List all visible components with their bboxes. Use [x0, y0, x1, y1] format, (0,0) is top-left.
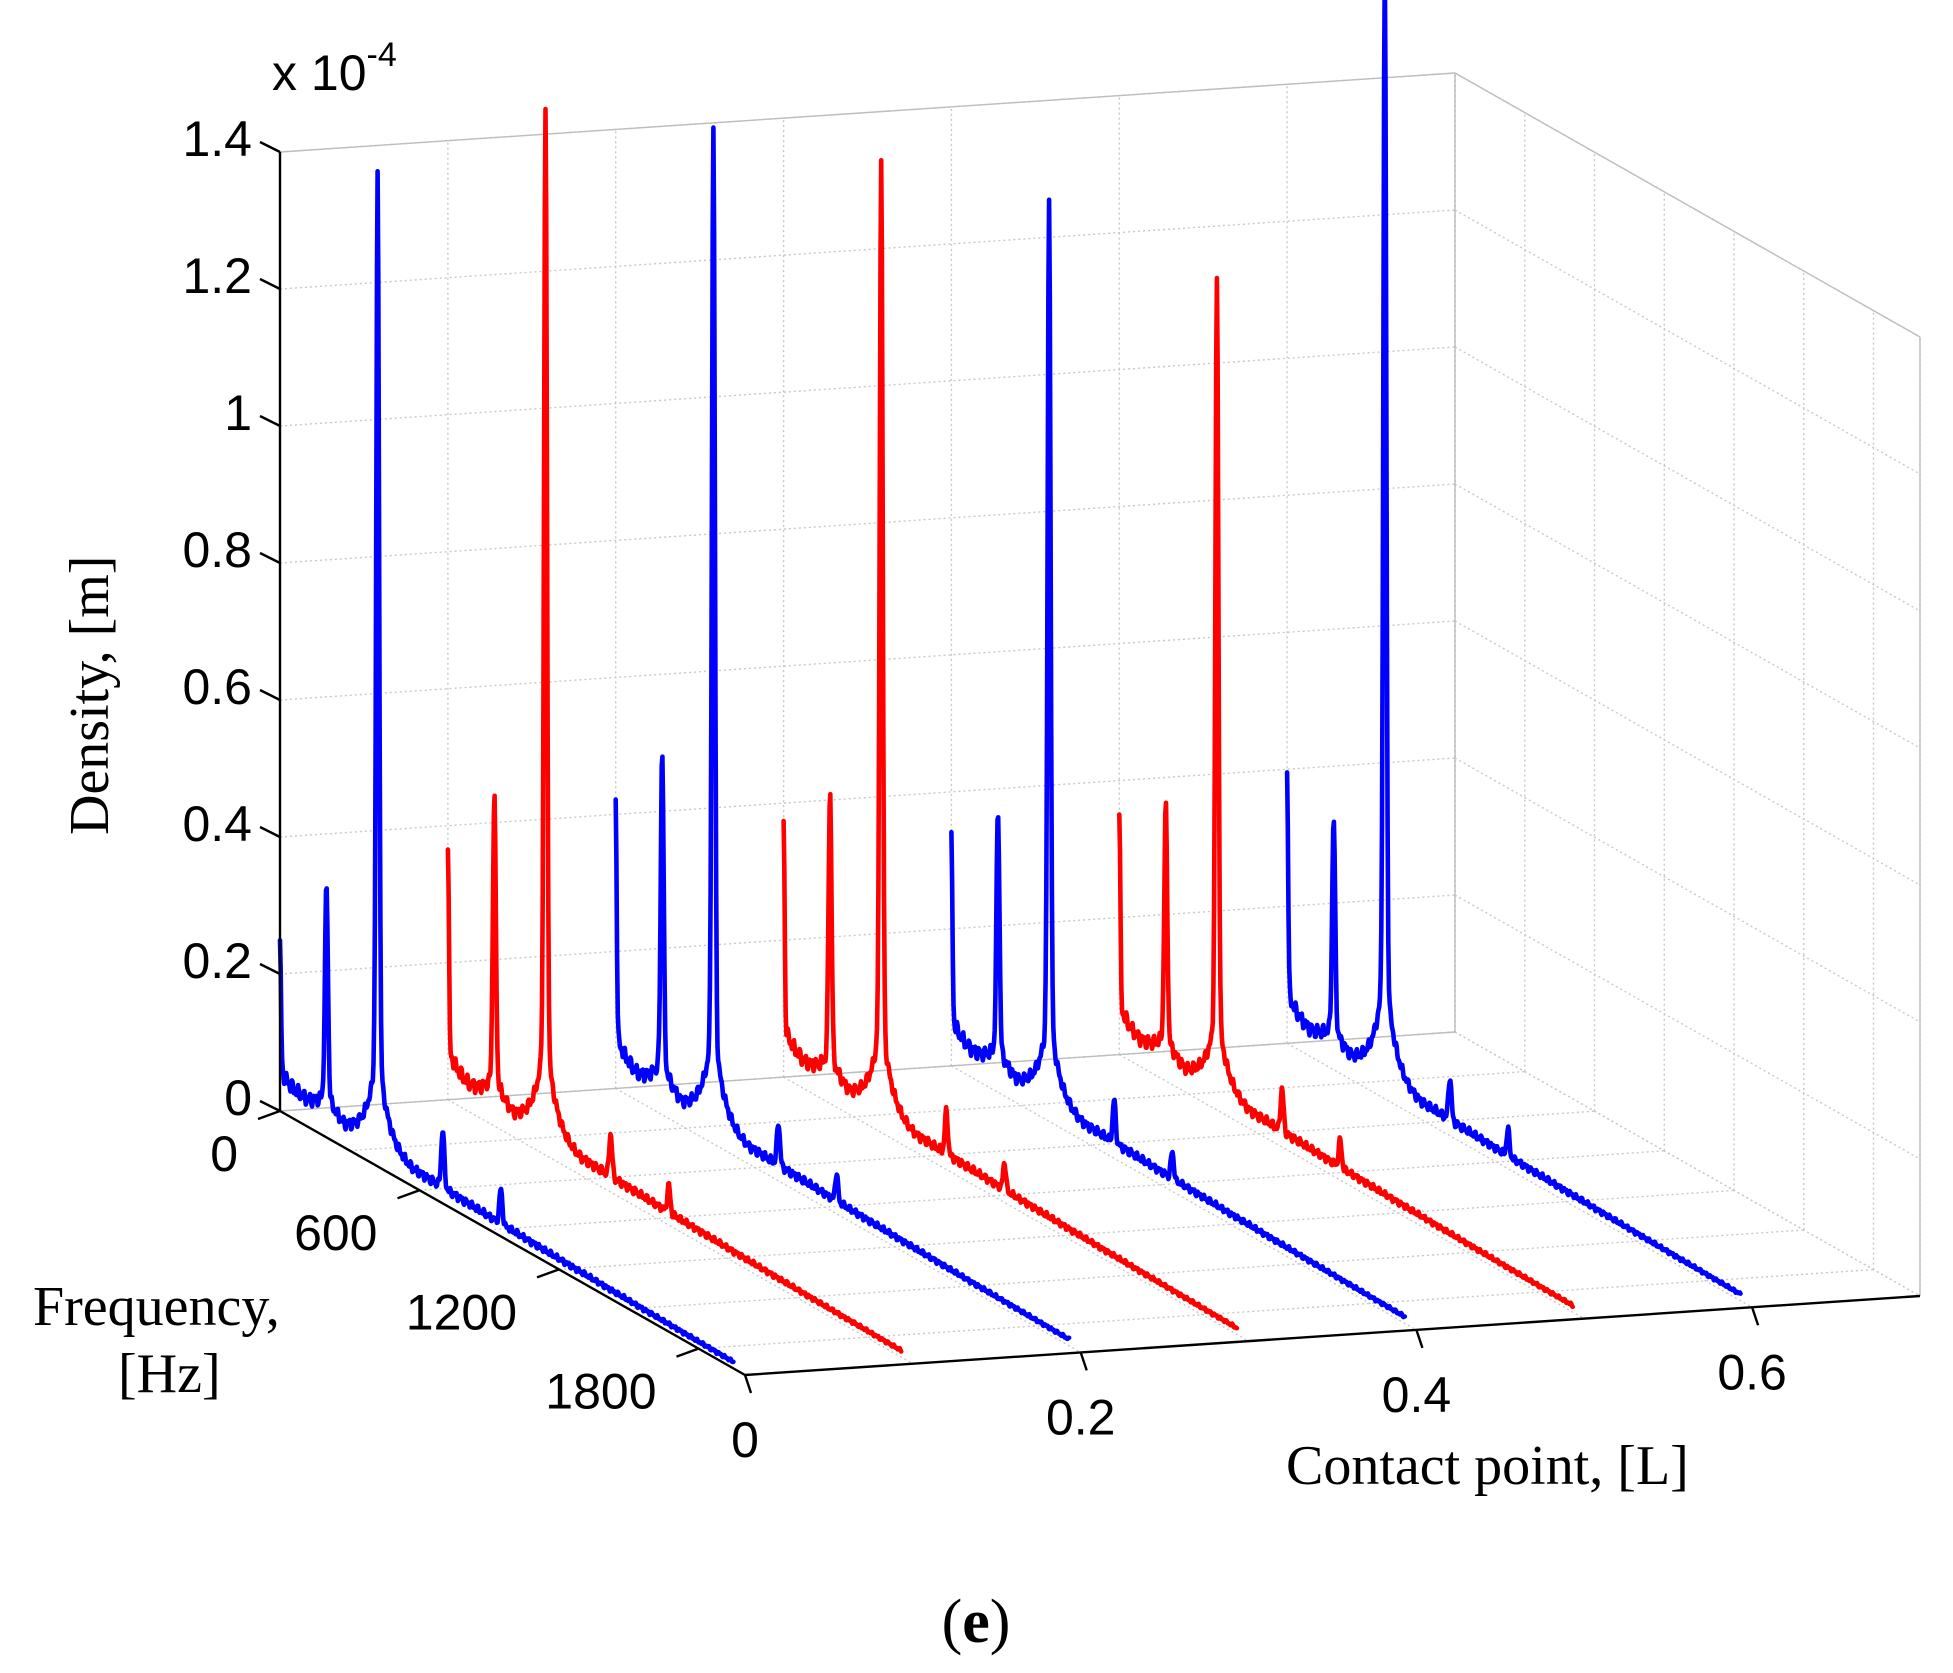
series-trace	[445, 106, 904, 1354]
z-tick-label: 0.4	[182, 796, 252, 852]
floor-f-gridline	[558, 1189, 1735, 1271]
z-tick-mark	[259, 825, 281, 839]
grid-layer	[279, 72, 1921, 1376]
back-wall-z-gridline	[279, 620, 1456, 701]
z-tick-mark	[259, 414, 281, 428]
series-trace	[949, 197, 1408, 1320]
back-wall-z-gridline	[279, 209, 1456, 290]
y-axis-label-line1: Frequency,	[33, 1276, 280, 1338]
series-trace	[1284, 0, 1743, 1296]
back-wall-z-gridline	[279, 894, 1456, 975]
tick-labels: 0 0.2 0.4 0.6 0.8 1 1.2 1.4 0 600 1200 1800 0 0.2 0.4 0…	[182, 111, 1786, 1468]
z-tick-label: 0.8	[182, 522, 252, 578]
series-trace	[1117, 275, 1575, 1310]
frequency-tick-mark	[257, 1109, 281, 1121]
back-wall-z-gridline	[279, 346, 1456, 427]
z-tick-label: 0.6	[182, 659, 252, 715]
floor-x-gridline	[783, 1076, 1249, 1342]
z-tick-label: 1.2	[182, 248, 252, 304]
back-wall-z-gridline	[279, 757, 1456, 838]
contact-tick-mark	[1750, 1306, 1760, 1326]
series-layer	[277, 0, 1743, 1365]
x-axis-label: Contact point, [L]	[1286, 1435, 1689, 1497]
contact-tick-label: 0.4	[1382, 1367, 1452, 1423]
z-tick-mark	[259, 140, 281, 154]
contact-axis-line	[744, 1294, 1921, 1377]
z-axis-label: Density, [m]	[59, 556, 121, 835]
z-tick-label: 1	[224, 385, 252, 441]
y-axis-label-line2: [Hz]	[118, 1343, 221, 1405]
contact-tick-label: 0	[731, 1412, 759, 1468]
frame-top-side-edge	[1454, 72, 1921, 338]
panel-label: (e)	[942, 1588, 1011, 1656]
floor-x-gridline	[1118, 1053, 1585, 1320]
floor-x-gridline	[1286, 1042, 1753, 1308]
frequency-axis-line	[279, 1109, 746, 1377]
side-wall-z-gridline	[1454, 346, 1921, 612]
floor-x-gridline	[951, 1065, 1417, 1331]
series-trace	[277, 169, 736, 1365]
z-tick-label: 0.2	[182, 933, 252, 989]
z-axis-multiplier: x 10-4	[272, 36, 397, 101]
z-tick-mark	[259, 551, 281, 565]
contact-tick-label: 0.6	[1717, 1344, 1787, 1400]
series-trace	[781, 158, 1240, 1331]
floor-f-gridline	[698, 1268, 1874, 1350]
floor-x-gridline	[615, 1087, 1082, 1354]
frequency-tick-label: 1800	[545, 1364, 656, 1420]
frequency-tick-mark	[676, 1347, 699, 1358]
floor-f-gridline	[349, 1070, 1525, 1152]
floor-f-gridline	[489, 1150, 1665, 1231]
frame-floor-back-edge	[279, 1031, 1456, 1112]
frequency-tick-mark	[397, 1189, 420, 1200]
side-wall-z-gridline	[1454, 894, 1921, 1160]
side-wall-z-gridline	[1454, 757, 1921, 1023]
frequency-tick-mark	[536, 1268, 560, 1279]
side-wall-z-gridline	[1454, 483, 1921, 749]
z-tick-label: 0	[224, 1070, 252, 1126]
floor-f-gridline	[628, 1229, 1804, 1310]
axes-layer	[257, 140, 1921, 1394]
z-tick-mark	[259, 277, 281, 291]
z-tick-mark	[259, 1099, 281, 1113]
contact-tick-mark	[743, 1374, 753, 1394]
box-frame	[279, 72, 1921, 1296]
frame-top-back-edge	[279, 72, 1456, 153]
contact-tick-mark	[1415, 1329, 1424, 1349]
floor-x-gridline	[447, 1099, 914, 1365]
frequency-tick-label: 0	[210, 1126, 238, 1182]
back-wall-z-gridline	[279, 483, 1456, 564]
z-tick-mark	[259, 688, 281, 702]
z-tick-label: 1.4	[182, 111, 252, 167]
series-trace	[613, 125, 1072, 1342]
side-wall-z-gridline	[1454, 209, 1921, 475]
frequency-tick-label: 600	[294, 1205, 377, 1261]
contact-tick-mark	[1079, 1352, 1088, 1371]
frequency-tick-label: 1200	[406, 1284, 517, 1340]
floor-x-gridline	[1454, 1031, 1921, 1297]
contact-tick-label: 0.2	[1046, 1389, 1116, 1445]
z-tick-mark	[259, 962, 281, 976]
side-wall-z-gridline	[1454, 620, 1921, 886]
